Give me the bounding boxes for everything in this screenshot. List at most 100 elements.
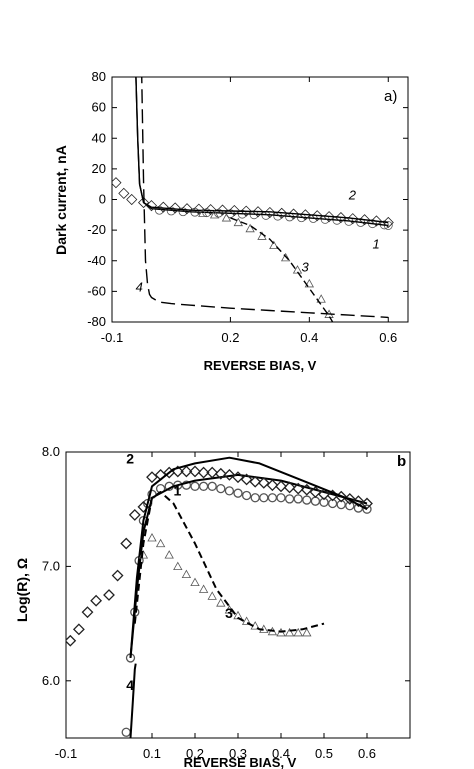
y-tick-label: 6.0 (42, 673, 60, 688)
diamond-marker (359, 214, 371, 226)
circle-marker (250, 493, 260, 503)
y-tick-label: 60 (92, 100, 106, 115)
triangle-marker (245, 223, 255, 233)
diamond-marker (126, 193, 138, 206)
series-line (129, 473, 368, 658)
diamond-marker (206, 466, 219, 479)
triangle-marker (233, 217, 243, 227)
diamond-marker (216, 204, 229, 216)
series-2 (66, 456, 373, 658)
series-line (129, 663, 137, 738)
x-tick-label: -0.1 (101, 330, 123, 345)
triangle-marker (280, 252, 291, 262)
y-tick-label: -60 (87, 283, 106, 298)
panel-a-frame (111, 76, 409, 323)
diamond-marker (193, 203, 205, 215)
y-tick-label: -80 (87, 314, 106, 329)
triangle-marker (190, 577, 200, 587)
diamond-marker (72, 623, 85, 636)
x-tick-label: 0.6 (379, 330, 397, 345)
diamond-marker (205, 204, 217, 216)
diamond-marker (66, 634, 77, 647)
curve-label: 2 (348, 188, 357, 203)
triangle-marker (269, 240, 279, 250)
diamond-marker (292, 482, 305, 495)
diamond-marker (146, 471, 158, 484)
diamond-marker (181, 203, 193, 215)
circle-marker (362, 504, 372, 514)
diamond-marker (240, 473, 253, 486)
triangle-marker (164, 550, 174, 559)
panel-b-xlabel: REVERSE BIAS, V (184, 755, 297, 769)
triangle-marker (302, 627, 312, 637)
y-tick-label: 80 (92, 69, 106, 84)
diamond-marker (266, 479, 279, 492)
x-tick-label: 0.4 (272, 746, 290, 761)
circle-marker (276, 493, 286, 503)
diamond-marker (81, 606, 94, 619)
diamond-marker (323, 211, 335, 223)
diamond-marker (252, 206, 264, 218)
panel-b-ticks: 8.0 7.0 6.0 -0.1 0.1 0.2 0.3 0.4 0.5 0.6 (42, 444, 410, 761)
curve-label: 4 (126, 677, 134, 693)
diamond-marker (347, 213, 359, 225)
circle-marker (233, 488, 243, 498)
x-tick-label: -0.1 (55, 746, 77, 761)
series-1 (135, 77, 393, 230)
triangle-marker (293, 627, 303, 637)
curve-label: 4 (136, 279, 143, 294)
y-tick-label: 40 (92, 130, 106, 145)
x-tick-label: 0.3 (229, 746, 247, 761)
x-tick-label: 0.6 (358, 746, 376, 761)
diamond-marker (157, 201, 169, 213)
diamond-marker (197, 466, 210, 479)
curve-label: 1 (174, 482, 182, 498)
diamond-marker (382, 216, 394, 229)
diamond-marker (214, 467, 227, 480)
circle-marker (267, 493, 278, 503)
diamond-marker (120, 537, 133, 550)
x-tick-label: 0.5 (315, 746, 333, 761)
diamond-marker (318, 488, 330, 501)
diamond-marker (103, 589, 115, 601)
circle-marker (319, 497, 329, 507)
x-tick-label: 0.1 (143, 746, 161, 761)
diamond-marker (300, 483, 313, 496)
series-2 (112, 77, 394, 229)
triangle-marker (292, 265, 303, 274)
diamond-marker (180, 465, 193, 478)
triangle-marker (147, 532, 157, 542)
diamond-marker (111, 569, 124, 582)
series-line (135, 77, 389, 224)
series-line (133, 491, 325, 633)
triangle-marker (216, 598, 226, 607)
curve-label: 1 (372, 237, 379, 252)
circle-marker (336, 499, 346, 510)
diamond-marker (370, 215, 382, 227)
series-1 (121, 473, 372, 737)
diamond-marker (287, 208, 300, 220)
triangle-marker (198, 584, 209, 593)
panel-a-series: 1 2 3 4 (112, 77, 394, 322)
diamond-marker (228, 204, 240, 217)
triangle-marker (198, 208, 208, 217)
panel-a-label: a) (384, 88, 397, 105)
triangle-marker (181, 569, 192, 579)
series-4 (141, 77, 389, 319)
diamond-marker (138, 196, 150, 209)
panel-b-series: 1 2 3 4 (66, 450, 373, 738)
diamond-marker (128, 509, 141, 521)
triangle-marker (173, 561, 183, 570)
circle-marker (190, 481, 200, 491)
diamond-marker (299, 209, 311, 221)
circle-marker (198, 481, 209, 491)
series-line (129, 456, 368, 658)
diamond-marker (283, 481, 296, 494)
panel-b-frame (65, 451, 411, 739)
circle-marker (293, 494, 303, 504)
diamond-marker (275, 480, 287, 493)
y-tick-label: 20 (92, 161, 106, 176)
diamond-marker (145, 200, 158, 212)
